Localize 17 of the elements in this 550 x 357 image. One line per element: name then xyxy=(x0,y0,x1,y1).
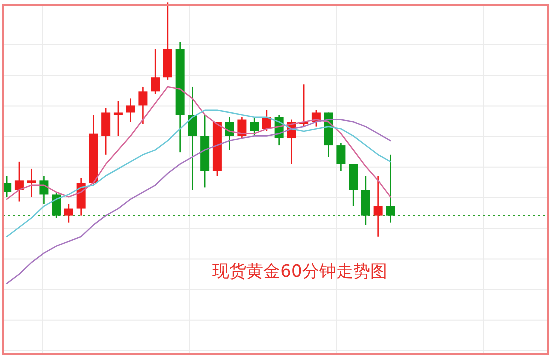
candlestick xyxy=(151,48,160,95)
candlestick xyxy=(14,161,24,202)
candlestick xyxy=(126,98,136,123)
candlestick xyxy=(250,116,260,137)
text: 现货黄金60分钟走势图 xyxy=(212,262,388,282)
candlestick xyxy=(102,107,111,156)
candlestick xyxy=(64,203,74,224)
candlestick xyxy=(52,192,62,219)
candlestick xyxy=(225,116,234,151)
candlestick xyxy=(386,154,396,224)
candlestick xyxy=(40,175,49,205)
candlestick xyxy=(27,168,36,198)
candlestick xyxy=(188,86,198,191)
candlestick xyxy=(114,100,123,137)
candlestick xyxy=(336,142,346,172)
candlestick xyxy=(138,86,148,126)
candlestick xyxy=(374,175,383,238)
